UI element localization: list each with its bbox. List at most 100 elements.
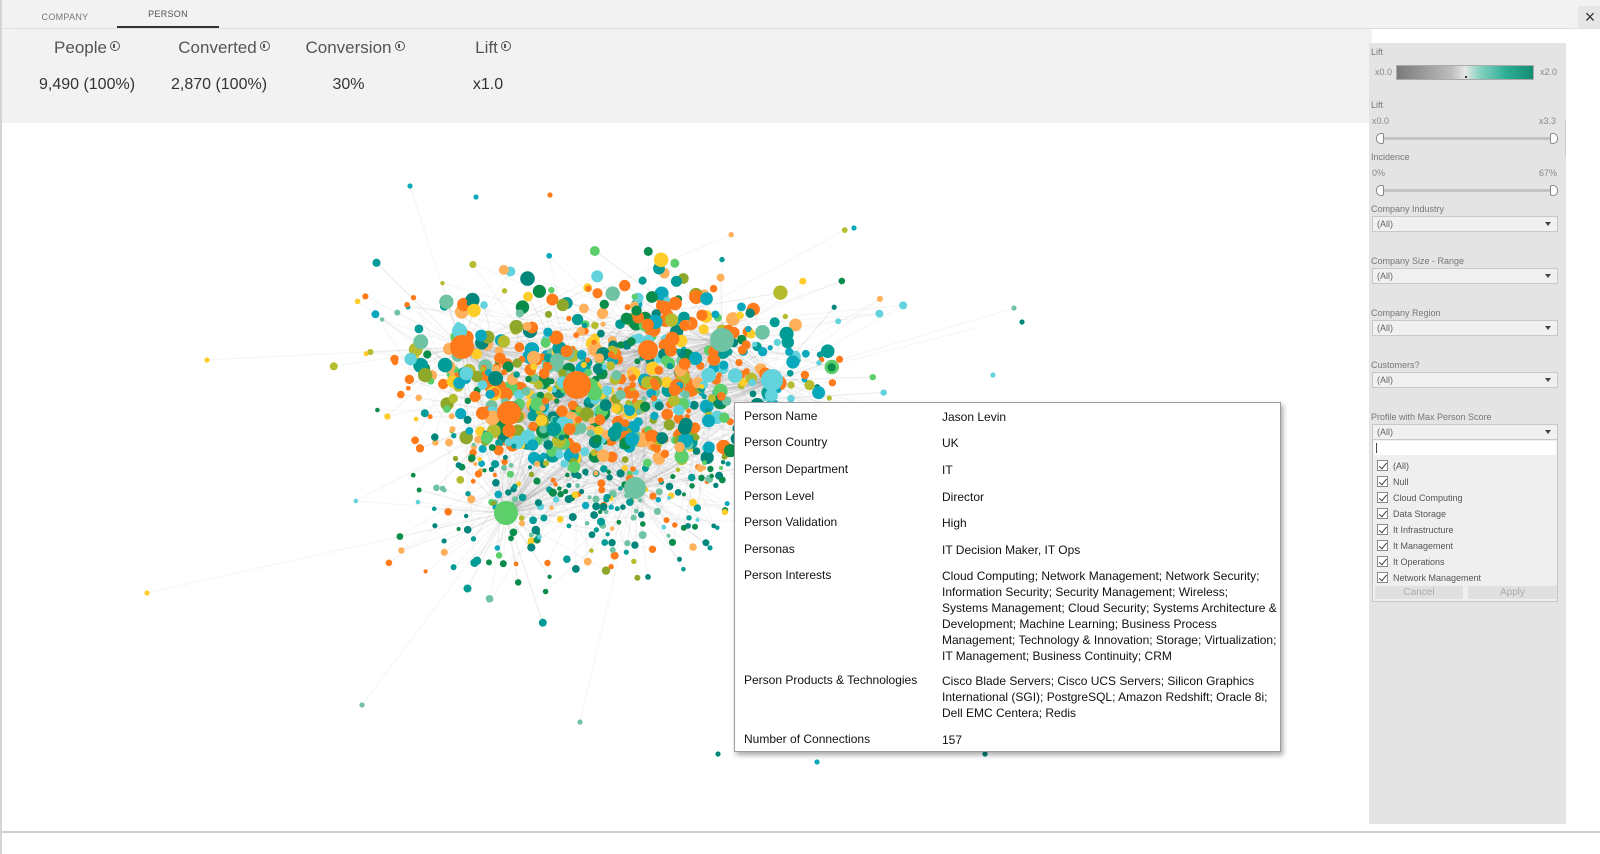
graph-node[interactable] bbox=[816, 360, 822, 366]
graph-node[interactable] bbox=[597, 479, 606, 488]
graph-node[interactable] bbox=[498, 264, 509, 275]
graph-node[interactable] bbox=[564, 495, 573, 503]
graph-node[interactable] bbox=[689, 400, 699, 410]
graph-node[interactable] bbox=[468, 454, 476, 462]
customers-dropdown[interactable]: (All) bbox=[1372, 372, 1558, 388]
graph-node[interactable] bbox=[836, 355, 844, 363]
graph-node[interactable] bbox=[513, 561, 519, 567]
graph-node[interactable] bbox=[831, 304, 837, 310]
graph-node[interactable] bbox=[547, 574, 552, 579]
graph-node[interactable] bbox=[587, 385, 603, 401]
graph-node[interactable] bbox=[502, 361, 514, 373]
graph-node[interactable] bbox=[464, 397, 471, 404]
graph-node[interactable] bbox=[521, 386, 531, 396]
graph-node[interactable] bbox=[488, 466, 495, 472]
graph-node[interactable] bbox=[631, 558, 637, 565]
graph-node[interactable] bbox=[518, 493, 527, 502]
graph-node[interactable] bbox=[543, 460, 549, 467]
graph-node[interactable] bbox=[538, 368, 550, 379]
graph-node[interactable] bbox=[593, 470, 599, 476]
graph-node[interactable] bbox=[398, 547, 405, 554]
graph-node[interactable] bbox=[677, 556, 682, 562]
graph-node[interactable] bbox=[501, 458, 508, 466]
graph-node[interactable] bbox=[599, 299, 609, 309]
graph-node[interactable] bbox=[828, 379, 837, 387]
graph-node[interactable] bbox=[411, 436, 419, 445]
graph-node[interactable] bbox=[641, 376, 654, 389]
graph-node[interactable] bbox=[577, 719, 583, 725]
graph-node[interactable] bbox=[569, 442, 582, 454]
graph-node[interactable] bbox=[511, 496, 519, 503]
graph-node[interactable] bbox=[718, 476, 726, 484]
graph-node[interactable] bbox=[621, 456, 629, 463]
graph-node[interactable] bbox=[456, 526, 461, 532]
graph-node[interactable] bbox=[812, 386, 826, 400]
checkbox-checked-icon[interactable] bbox=[1377, 540, 1388, 552]
graph-node[interactable] bbox=[597, 449, 610, 462]
graph-node[interactable] bbox=[545, 310, 552, 318]
graph-node[interactable] bbox=[456, 476, 465, 484]
checkbox-checked-icon[interactable] bbox=[1377, 492, 1388, 504]
graph-node[interactable] bbox=[607, 351, 615, 358]
graph-node[interactable] bbox=[650, 395, 658, 402]
graph-node[interactable] bbox=[689, 290, 704, 304]
graph-node[interactable] bbox=[616, 469, 625, 478]
graph-node[interactable] bbox=[329, 362, 338, 371]
graph-node[interactable] bbox=[440, 548, 448, 556]
graph-node[interactable] bbox=[739, 378, 748, 387]
graph-node[interactable] bbox=[528, 532, 534, 538]
graph-node[interactable] bbox=[827, 363, 836, 372]
graph-node[interactable] bbox=[620, 504, 626, 510]
graph-node[interactable] bbox=[716, 372, 722, 378]
graph-node[interactable] bbox=[689, 483, 695, 489]
graph-node[interactable] bbox=[594, 425, 604, 436]
graph-node[interactable] bbox=[463, 415, 472, 424]
graph-node[interactable] bbox=[801, 349, 810, 358]
graph-node[interactable] bbox=[480, 431, 494, 444]
graph-node[interactable] bbox=[736, 311, 744, 320]
graph-node[interactable] bbox=[664, 313, 679, 327]
graph-node[interactable] bbox=[385, 559, 393, 567]
graph-node[interactable] bbox=[549, 330, 564, 345]
graph-node[interactable] bbox=[769, 317, 780, 328]
graph-node[interactable] bbox=[404, 302, 410, 308]
graph-node[interactable] bbox=[584, 521, 590, 526]
graph-node[interactable] bbox=[375, 407, 380, 413]
graph-node[interactable] bbox=[527, 543, 536, 552]
graph-node[interactable] bbox=[485, 389, 495, 399]
graph-node[interactable] bbox=[606, 361, 616, 370]
graph-node[interactable] bbox=[566, 315, 572, 322]
graph-node[interactable] bbox=[693, 434, 700, 441]
graph-node[interactable] bbox=[594, 414, 606, 426]
graph-node[interactable] bbox=[439, 294, 454, 309]
graph-node[interactable] bbox=[527, 537, 535, 545]
graph-node[interactable] bbox=[688, 351, 703, 366]
graph-node[interactable] bbox=[553, 496, 560, 503]
graph-node[interactable] bbox=[876, 295, 883, 302]
graph-node[interactable] bbox=[423, 350, 432, 359]
graph-node[interactable] bbox=[469, 391, 481, 402]
graph-node[interactable] bbox=[415, 499, 421, 505]
graph-node[interactable] bbox=[477, 457, 482, 462]
graph-node[interactable] bbox=[503, 455, 508, 460]
graph-node[interactable] bbox=[478, 444, 487, 453]
graph-node[interactable] bbox=[488, 444, 496, 451]
graph-node[interactable] bbox=[575, 483, 580, 488]
graph-node[interactable] bbox=[610, 551, 619, 560]
graph-node[interactable] bbox=[638, 511, 645, 518]
graph-node[interactable] bbox=[653, 252, 669, 268]
graph-node[interactable] bbox=[363, 351, 369, 357]
graph-node[interactable] bbox=[640, 401, 651, 412]
graph-node[interactable] bbox=[707, 545, 713, 551]
graph-node[interactable] bbox=[540, 514, 548, 522]
graph-node[interactable] bbox=[633, 417, 643, 427]
incidence-slider-track[interactable] bbox=[1378, 189, 1555, 192]
graph-node[interactable] bbox=[660, 449, 670, 458]
graph-node[interactable] bbox=[414, 324, 424, 334]
graph-node[interactable] bbox=[638, 531, 647, 540]
graph-node[interactable] bbox=[464, 526, 472, 534]
graph-node[interactable] bbox=[563, 555, 571, 563]
graph-node[interactable] bbox=[584, 471, 589, 476]
graph-node[interactable] bbox=[495, 439, 504, 448]
graph-node[interactable] bbox=[384, 413, 391, 420]
